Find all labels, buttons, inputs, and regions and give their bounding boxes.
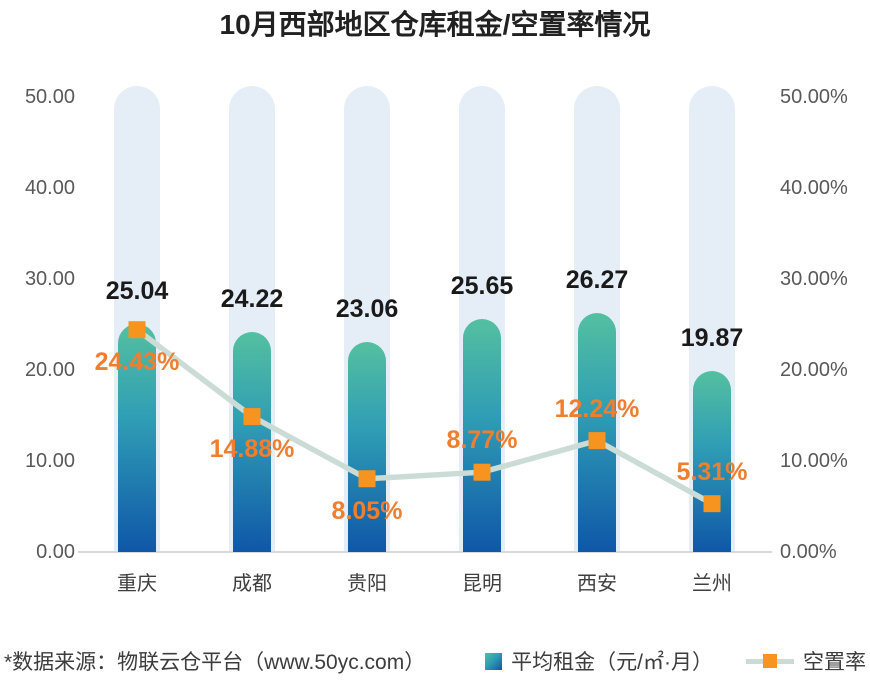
category-label: 昆明 — [462, 573, 502, 595]
category-label: 兰州 — [692, 573, 732, 595]
vacancy-value-label: 5.31% — [676, 457, 748, 486]
right-axis-tick: 30.00% — [780, 268, 848, 290]
vacancy-value-label: 12.24% — [554, 394, 640, 423]
left-axis-tick: 20.00 — [24, 359, 75, 381]
category-label: 贵阳 — [347, 573, 387, 595]
category-label: 西安 — [577, 573, 617, 595]
chart-title: 10月西部地区仓库租金/空置率情况 — [219, 9, 651, 40]
category-label: 重庆 — [117, 573, 157, 595]
rent-value-label: 23.06 — [335, 295, 399, 324]
rent-value-label: 26.27 — [565, 265, 629, 294]
left-axis-tick: 50.00 — [24, 86, 75, 108]
vacancy-legend-label: 空置率 — [803, 651, 866, 674]
vacancy-value-label: 14.88% — [209, 434, 295, 463]
data-source-note: *数据来源：物联云仓平台（www.50yc.com） — [4, 651, 426, 674]
vacancy-legend-marker-icon — [763, 653, 777, 668]
chart-legend: 平均租金（元/㎡·月） 空置率 — [485, 646, 866, 676]
rent-legend-label: 平均租金（元/㎡·月） — [511, 651, 713, 674]
footer-row: *数据来源：物联云仓平台（www.50yc.com） 平均租金（元/㎡·月） 空… — [0, 644, 870, 678]
vacancy-value-label: 8.77% — [446, 426, 518, 455]
right-axis-tick: 20.00% — [780, 359, 848, 381]
right-axis-tick: 10.00% — [780, 450, 848, 472]
category-label: 成都 — [232, 573, 272, 595]
rent-value-label: 25.65 — [450, 271, 514, 300]
right-axis-tick: 50.00% — [780, 86, 848, 108]
vacancy-value-label: 8.05% — [331, 496, 403, 525]
rent-bar — [578, 312, 616, 552]
vacancy-legend-line-icon — [746, 653, 794, 668]
vacancy-value-label: 24.43% — [94, 347, 180, 376]
rent-legend-swatch-icon — [485, 652, 503, 670]
right-axis-tick: 0.00% — [780, 541, 837, 563]
rent-value-label: 19.87 — [680, 324, 744, 353]
left-axis-tick: 30.00 — [24, 268, 75, 290]
right-axis-tick: 40.00% — [780, 177, 848, 199]
rent-value-label: 25.04 — [105, 277, 169, 306]
rent-value-label: 24.22 — [220, 284, 284, 313]
x-axis-line — [78, 551, 772, 553]
left-axis-tick: 40.00 — [24, 177, 75, 199]
left-axis-tick: 0.00 — [36, 541, 75, 563]
left-axis-tick: 10.00 — [24, 450, 75, 472]
